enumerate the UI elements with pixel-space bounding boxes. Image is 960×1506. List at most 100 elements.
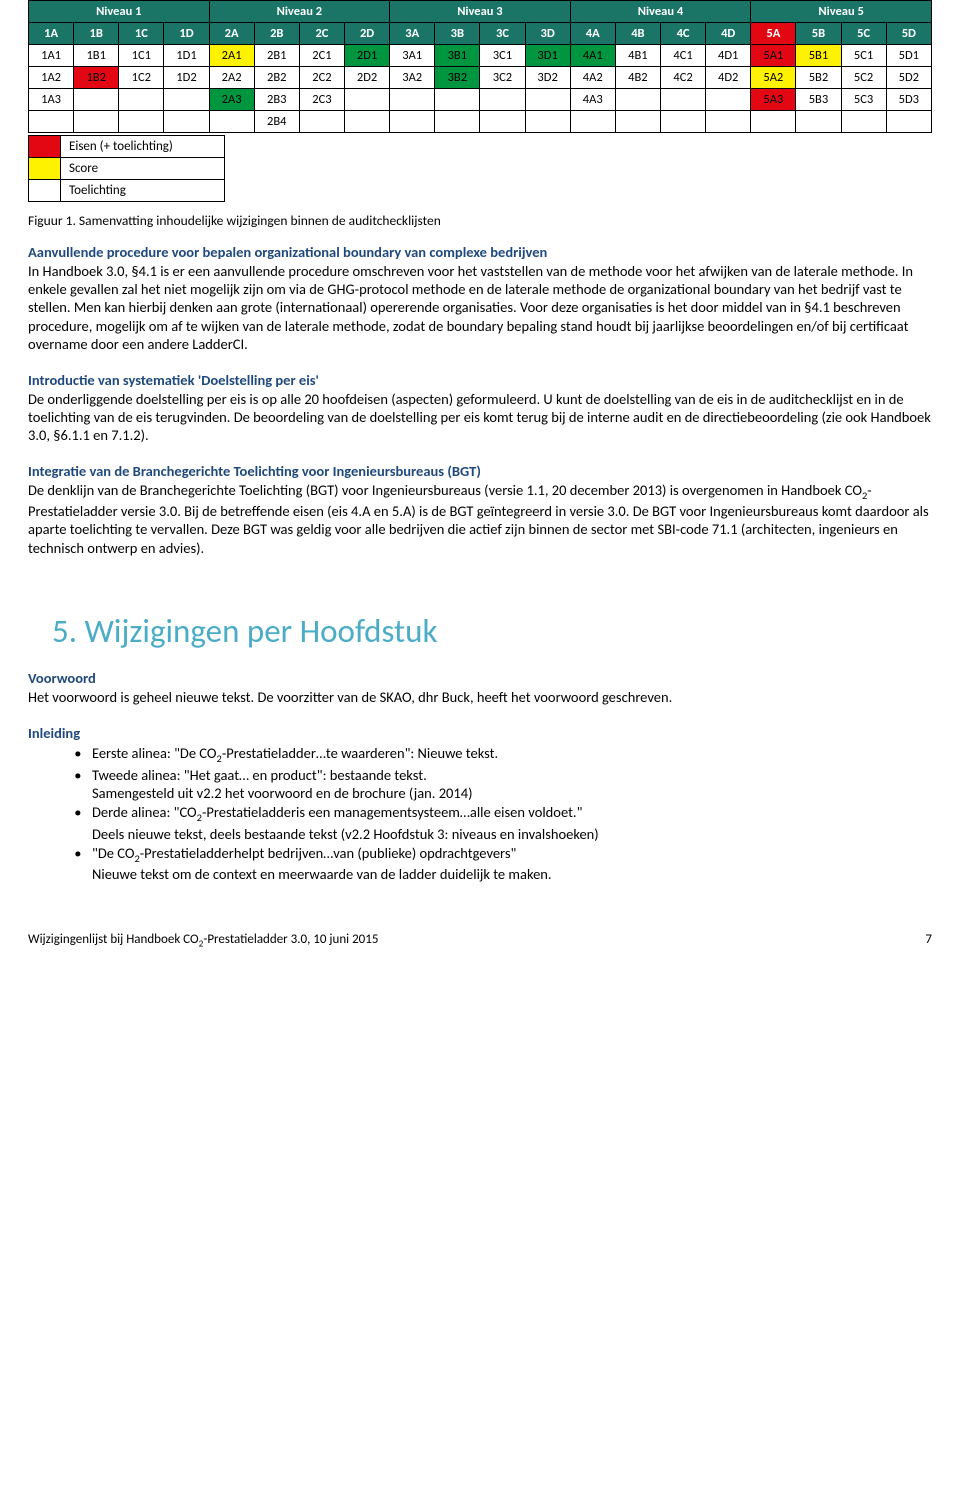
matrix-cell: 2B3 xyxy=(254,89,299,111)
matrix-cell: 2A1 xyxy=(209,45,254,67)
matrix-cell xyxy=(299,111,344,133)
legend-label: Toelichting xyxy=(61,180,225,202)
matrix-cell xyxy=(751,111,796,133)
matrix-row: 1A21B21C21D22A22B22C22D23A23B23C23D24A24… xyxy=(29,67,932,89)
para-aanvullende-procedure: In Handboek 3.0, §4.1 is er een aanvulle… xyxy=(28,262,932,353)
matrix-cell: 3C2 xyxy=(480,67,525,89)
subhead-cell: 3C xyxy=(480,23,525,45)
matrix-cell: 5B2 xyxy=(796,67,841,89)
subhead-cell: 4A xyxy=(570,23,615,45)
matrix-cell xyxy=(886,111,931,133)
legend-row: Score xyxy=(29,158,225,180)
legend-swatch xyxy=(29,136,61,158)
matrix-cell: 2B1 xyxy=(254,45,299,67)
matrix-cell xyxy=(570,111,615,133)
matrix-cell: 3B1 xyxy=(435,45,480,67)
legend-swatch xyxy=(29,180,61,202)
matrix-cell: 5D2 xyxy=(886,67,931,89)
matrix-cell: 4B2 xyxy=(615,67,660,89)
subhead-cell: 2B xyxy=(254,23,299,45)
matrix-cell: 1B1 xyxy=(74,45,119,67)
matrix-cell xyxy=(344,111,389,133)
matrix-cell xyxy=(435,89,480,111)
subhead-cell: 4B xyxy=(615,23,660,45)
list-item: Tweede alinea: "Het gaat… en product": b… xyxy=(88,766,932,804)
matrix-cell: 3A1 xyxy=(390,45,435,67)
niveau-header-cell: Niveau 1 xyxy=(29,1,210,23)
matrix-cell: 3D2 xyxy=(525,67,570,89)
figure-caption: Figuur 1. Samenvatting inhoudelijke wijz… xyxy=(28,212,932,229)
matrix-body: 1A11B11C11D12A12B12C12D13A13B13C13D14A14… xyxy=(29,45,932,133)
matrix-cell: 4D1 xyxy=(706,45,751,67)
legend-label: Eisen (+ toelichting) xyxy=(61,136,225,158)
matrix-cell: 2D2 xyxy=(344,67,389,89)
matrix-cell xyxy=(480,111,525,133)
matrix-row: 2B4 xyxy=(29,111,932,133)
subhead-cell: 3A xyxy=(390,23,435,45)
matrix-cell: 2D1 xyxy=(344,45,389,67)
legend-label: Score xyxy=(61,158,225,180)
matrix-row: 1A11B11C11D12A12B12C12D13A13B13C13D14A14… xyxy=(29,45,932,67)
subhead-cell: 5D xyxy=(886,23,931,45)
matrix-cell: 4C1 xyxy=(660,45,705,67)
subhead-cell: 5B xyxy=(796,23,841,45)
matrix-cell: 4D2 xyxy=(706,67,751,89)
matrix-cell: 2A2 xyxy=(209,67,254,89)
matrix-cell xyxy=(706,111,751,133)
subhead-cell: 1C xyxy=(119,23,164,45)
matrix-cell: 3A2 xyxy=(390,67,435,89)
matrix-cell: 1D1 xyxy=(164,45,209,67)
legend-row: Toelichting xyxy=(29,180,225,202)
matrix-cell xyxy=(480,89,525,111)
matrix-cell: 2B2 xyxy=(254,67,299,89)
para-integratie-bgt: De denklijn van de Branchegerichte Toeli… xyxy=(28,481,932,556)
matrix-cell: 2C2 xyxy=(299,67,344,89)
matrix-cell xyxy=(344,89,389,111)
heading-voorwoord: Voorwoord xyxy=(28,669,932,687)
niveau-header-cell: Niveau 5 xyxy=(751,1,932,23)
list-item: "De CO2-Prestatieladderhelpt bedrijven…v… xyxy=(88,844,932,884)
matrix-cell: 4A1 xyxy=(570,45,615,67)
matrix-cell: 2A3 xyxy=(209,89,254,111)
niveau-header-cell: Niveau 3 xyxy=(390,1,571,23)
matrix-cell: 1A1 xyxy=(29,45,74,67)
para-voorwoord: Het voorwoord is geheel nieuwe tekst. De… xyxy=(28,688,932,706)
matrix-cell xyxy=(615,111,660,133)
matrix-cell xyxy=(525,111,570,133)
matrix-cell xyxy=(390,89,435,111)
footer-left: Wijzigingenlijst bij Handboek CO2-Presta… xyxy=(28,932,378,950)
matrix-cell: 4A2 xyxy=(570,67,615,89)
audit-matrix-table: Niveau 1Niveau 2Niveau 3Niveau 4Niveau 5… xyxy=(28,0,932,133)
matrix-cell: 4B1 xyxy=(615,45,660,67)
matrix-cell xyxy=(390,111,435,133)
matrix-cell: 5C1 xyxy=(841,45,886,67)
matrix-cell: 5C2 xyxy=(841,67,886,89)
subhead-cell: 1B xyxy=(74,23,119,45)
matrix-cell xyxy=(660,89,705,111)
matrix-row: 1A32A32B32C34A35A35B35C35D3 xyxy=(29,89,932,111)
heading-inleiding: Inleiding xyxy=(28,724,932,742)
matrix-cell: 5B3 xyxy=(796,89,841,111)
matrix-cell xyxy=(209,111,254,133)
matrix-cell xyxy=(615,89,660,111)
subhead-cell: 3D xyxy=(525,23,570,45)
legend-row: Eisen (+ toelichting) xyxy=(29,136,225,158)
subhead-cell: 3B xyxy=(435,23,480,45)
matrix-cell: 1C1 xyxy=(119,45,164,67)
subhead-cell: 2D xyxy=(344,23,389,45)
footer-page-number: 7 xyxy=(925,932,932,950)
matrix-cell xyxy=(74,89,119,111)
subhead-cell: 2A xyxy=(209,23,254,45)
matrix-cell xyxy=(164,111,209,133)
matrix-cell: 3C1 xyxy=(480,45,525,67)
matrix-cell: 5A3 xyxy=(751,89,796,111)
matrix-cell: 2C3 xyxy=(299,89,344,111)
matrix-cell xyxy=(74,111,119,133)
matrix-cell: 1A2 xyxy=(29,67,74,89)
matrix-cell: 5D1 xyxy=(886,45,931,67)
matrix-cell: 5D3 xyxy=(886,89,931,111)
matrix-cell: 5A2 xyxy=(751,67,796,89)
subhead-cell: 4C xyxy=(660,23,705,45)
subhead-cell: 5C xyxy=(841,23,886,45)
matrix-cell xyxy=(706,89,751,111)
